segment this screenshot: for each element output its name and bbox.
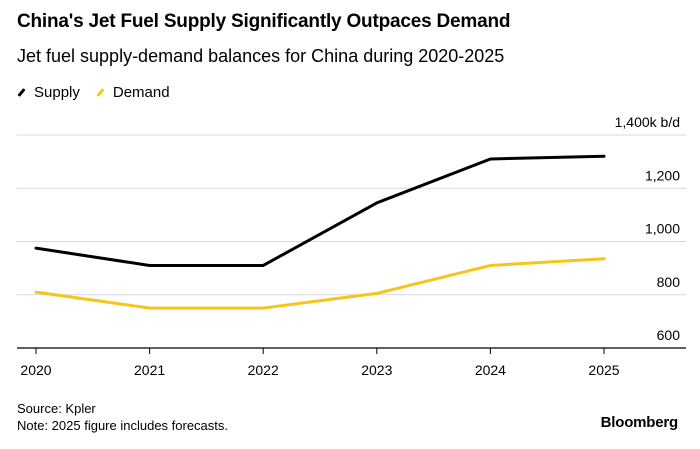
x-tick-label-2020: 2020 — [20, 362, 51, 378]
footnote: Source: Kpler Note: 2025 figure includes… — [17, 400, 228, 434]
series-line-demand — [34, 257, 606, 310]
y-tick-label-1400: 1,400k b/d — [615, 114, 680, 130]
note-text: Note: 2025 figure includes forecasts. — [17, 418, 229, 433]
legend: Supply Demand — [17, 84, 186, 101]
y-tick-label-800: 800 — [657, 274, 681, 290]
legend-item-demand: Demand — [96, 84, 170, 101]
legend-item-supply: Supply — [17, 84, 80, 101]
x-tick-label-2023: 2023 — [361, 362, 392, 378]
legend-label-demand: Demand — [112, 84, 170, 101]
x-tick-label-2021: 2021 — [134, 362, 165, 378]
x-tick-label-2025: 2025 — [588, 362, 619, 378]
y-tick-label-1000: 1,000 — [645, 221, 680, 237]
bloomberg-logo: Bloomberg — [600, 414, 679, 431]
x-tick-label-2024: 2024 — [475, 362, 506, 378]
x-tick-label-2022: 2022 — [248, 362, 279, 378]
series-line-supply — [34, 154, 606, 267]
source-text: Source: Kpler — [17, 401, 96, 416]
chart-subtitle: Jet fuel supply-demand balances for Chin… — [17, 46, 505, 66]
y-tick-label-600: 600 — [657, 327, 681, 343]
chart-title: China's Jet Fuel Supply Significantly Ou… — [17, 11, 511, 32]
legend-label-supply: Supply — [34, 84, 80, 101]
y-tick-label-1200: 1,200 — [645, 167, 680, 183]
